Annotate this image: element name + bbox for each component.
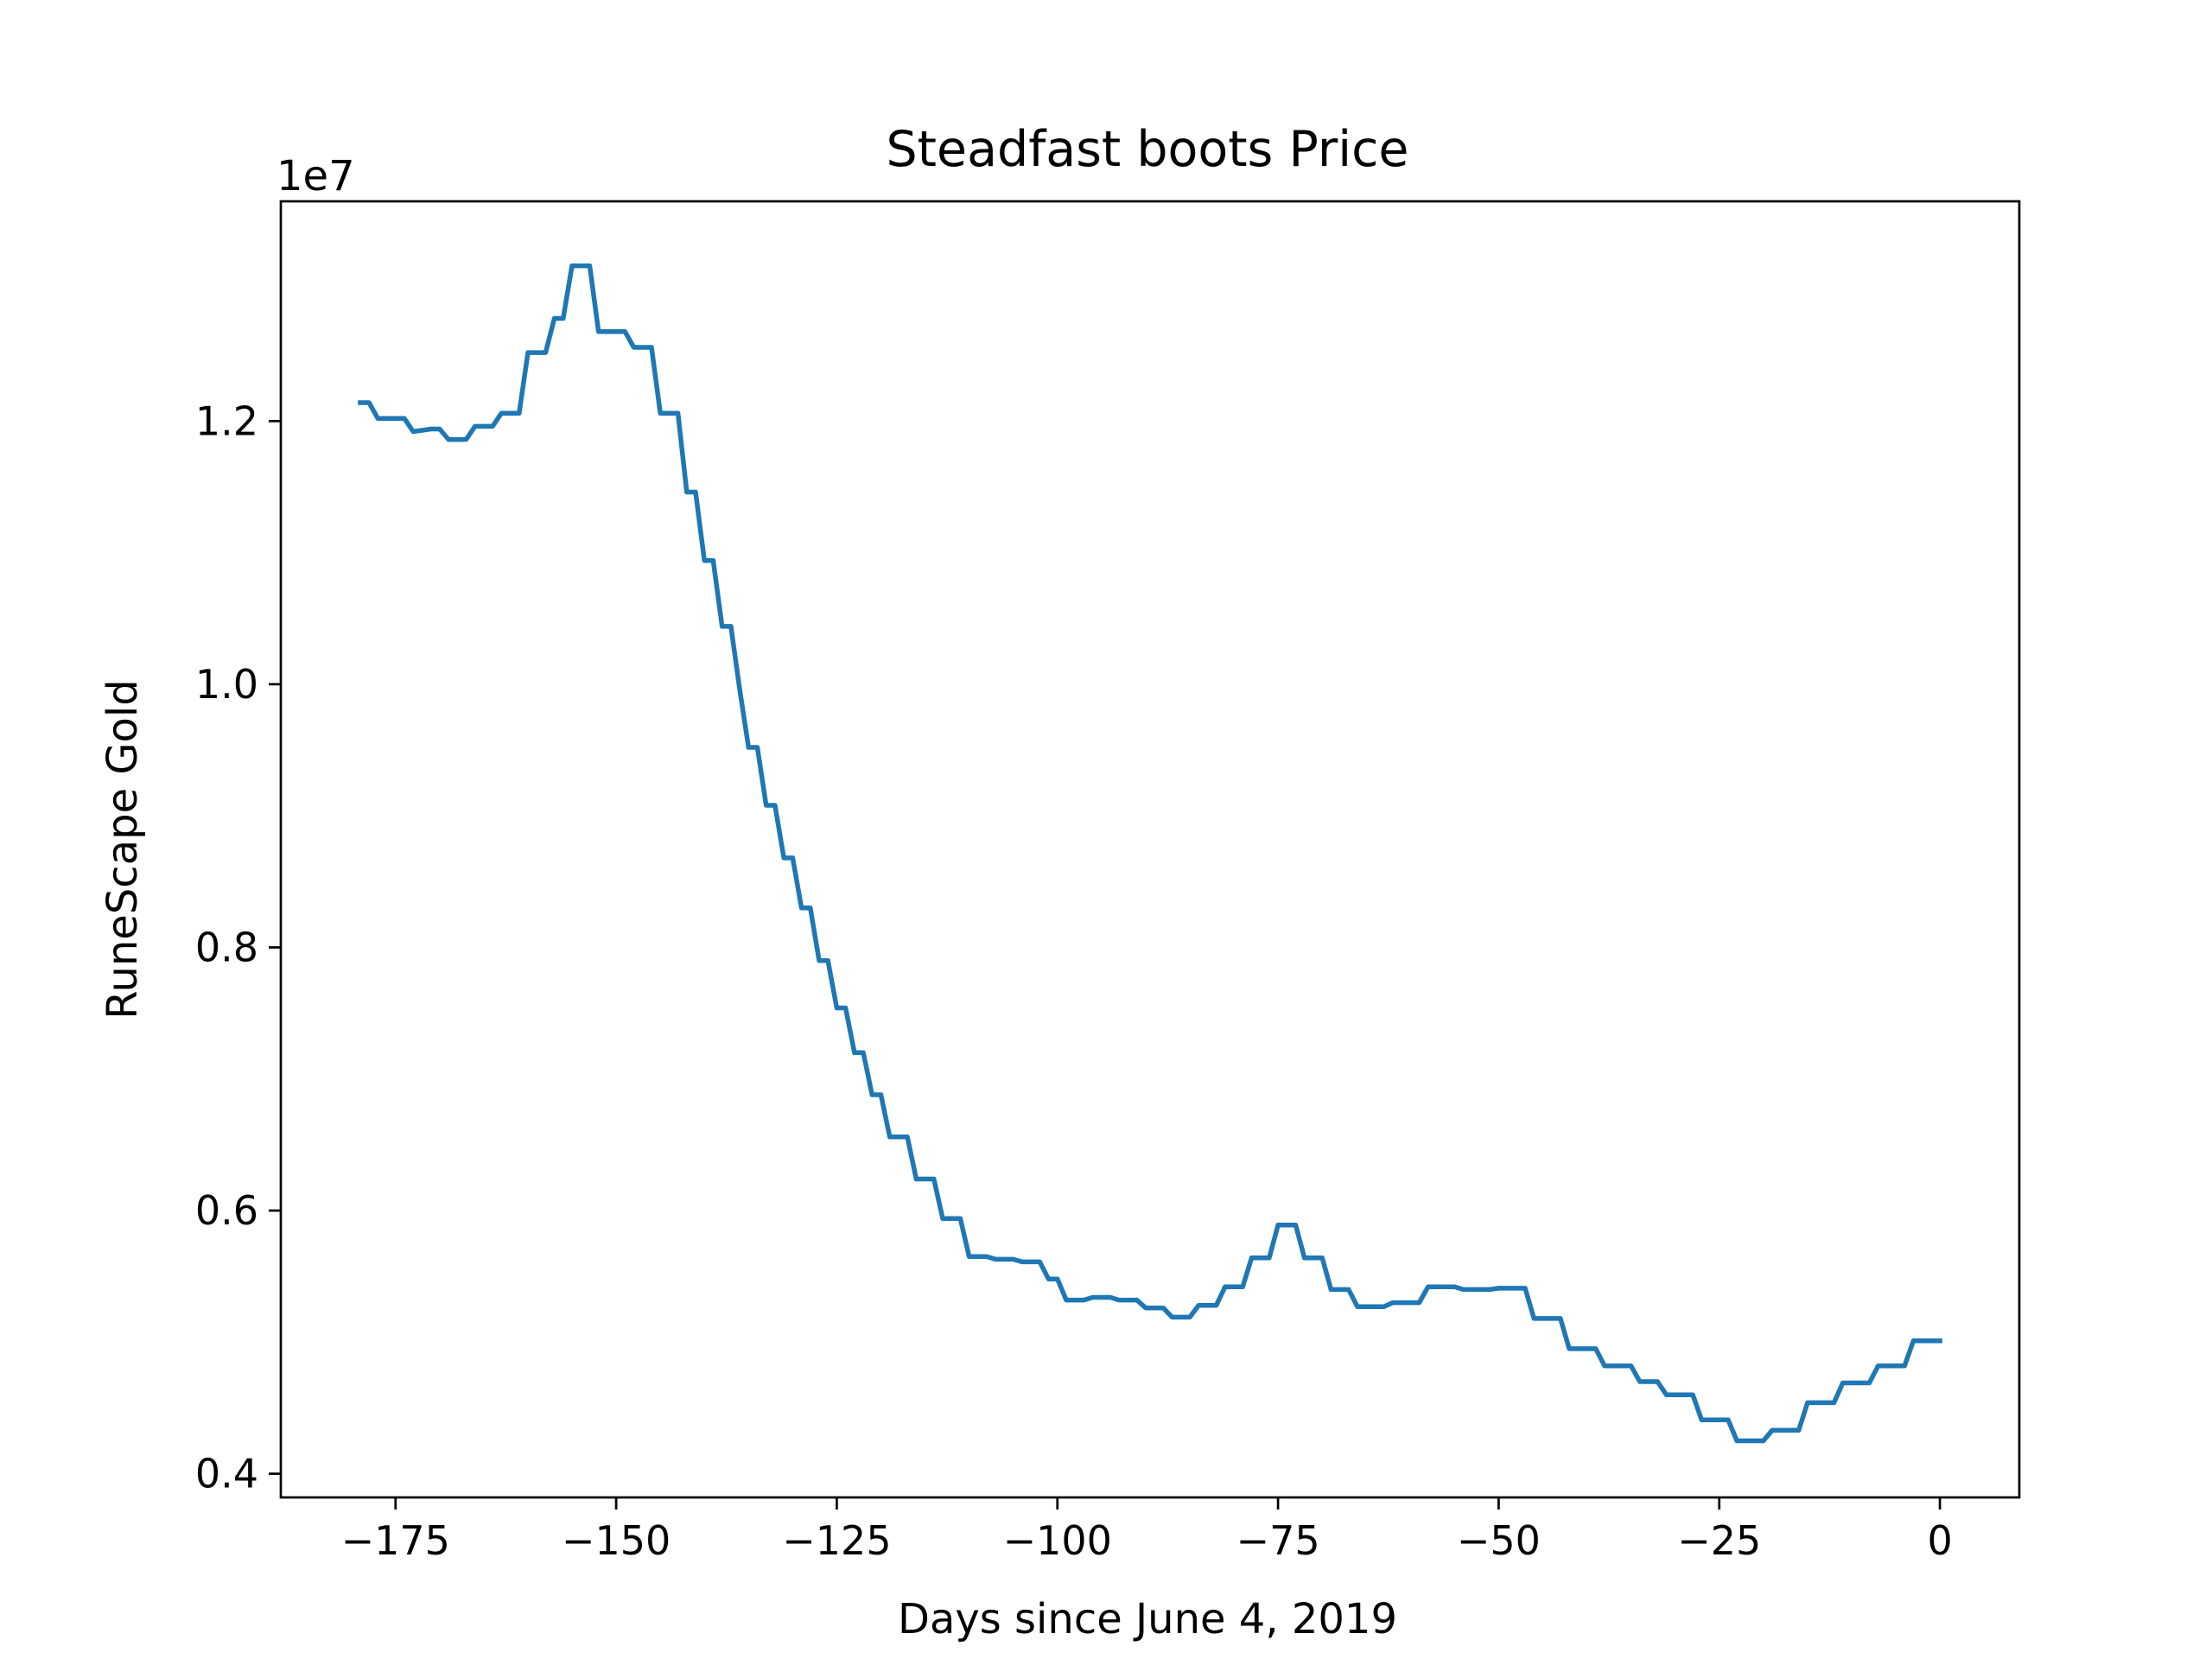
x-tick-label: −75 <box>1236 1517 1320 1564</box>
plot-area <box>279 200 2021 1499</box>
series-line <box>358 263 1942 1444</box>
plot-frame <box>279 200 2021 1499</box>
x-tick-label: −150 <box>562 1517 671 1564</box>
y-axis: 0.4 0.6 0.8 1.0 1.2 <box>195 397 281 1497</box>
y-tick-label: 1.2 <box>195 397 258 444</box>
x-tick-label: 0 <box>1927 1517 1952 1564</box>
x-tick-label: −100 <box>1003 1517 1112 1564</box>
plot-background <box>281 201 2019 1497</box>
y-tick-label: 1.0 <box>195 661 258 708</box>
x-tick-label: −25 <box>1677 1517 1761 1564</box>
x-axis: −175 −150 −125 −100 −75 −50 −25 0 <box>341 1497 1953 1564</box>
x-tick-label: −175 <box>341 1517 450 1564</box>
y-tick-label: 0.6 <box>195 1187 258 1234</box>
y-axis-label: RuneScape Gold <box>99 679 147 1019</box>
y-tick-label: 0.8 <box>195 924 258 970</box>
x-tick-label: −50 <box>1457 1517 1541 1564</box>
y-axis-offset-label: 1e7 <box>276 152 355 200</box>
chart-title: Steadfast boots Price <box>886 121 1408 178</box>
y-tick-label: 0.4 <box>195 1451 258 1497</box>
x-axis-label: Days since June 4, 2019 <box>898 1595 1397 1643</box>
x-tick-label: −125 <box>782 1517 891 1564</box>
